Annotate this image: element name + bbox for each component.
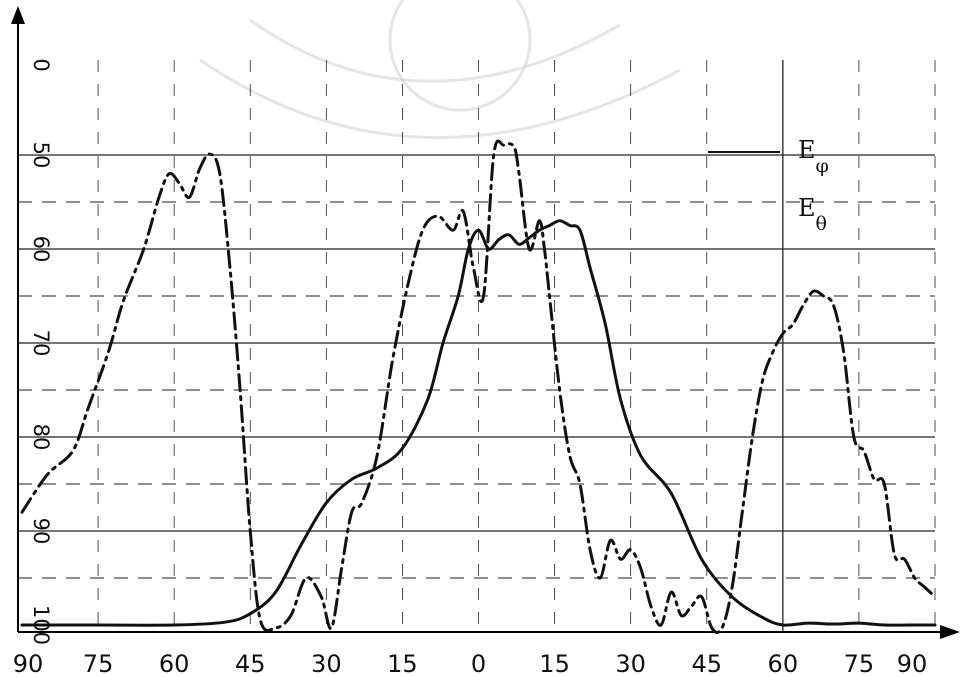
x-tick-label: 90 — [13, 650, 44, 677]
x-tick-label: 15 — [539, 650, 570, 677]
x-tick-label: 30 — [615, 650, 646, 677]
y-tick-label: 100 — [29, 605, 53, 645]
x-tick-label: 45 — [691, 650, 722, 677]
x-tick-label: 75 — [844, 650, 875, 677]
series-e-phi-line — [20, 219, 937, 627]
x-axis-arrow — [940, 625, 960, 639]
watermark-seal — [199, 0, 681, 139]
legend: Eφ Eθ — [708, 136, 829, 235]
axes — [11, 6, 960, 639]
y-tick-label: 70 — [29, 330, 53, 357]
tick-labels: 90 75 60 45 30 15 0 15 30 45 60 75 90 0 50 60 70 80 90 100 — [13, 58, 928, 677]
y-tick-label: 80 — [29, 424, 53, 451]
x-tick-label: 15 — [387, 650, 418, 677]
legend-entry: Eφ — [798, 136, 829, 177]
x-tick-label: 60 — [768, 650, 799, 677]
y-tick-label: 50 — [29, 142, 53, 169]
y-axis-arrow — [11, 6, 25, 24]
y-tick-label: 60 — [29, 236, 53, 263]
grid-lines — [18, 60, 936, 632]
x-tick-label: 90 — [897, 650, 928, 677]
x-tick-label: 30 — [311, 650, 342, 677]
y-tick-label: 90 — [29, 518, 53, 545]
x-tick-label: 0 — [471, 650, 486, 677]
x-tick-label: 45 — [235, 650, 266, 677]
y-tick-label: 0 — [29, 58, 53, 71]
x-tick-label: 75 — [83, 650, 114, 677]
series-e-theta-line — [20, 139, 937, 634]
x-tick-label: 60 — [159, 650, 190, 677]
legend-entry: Eθ — [798, 194, 827, 235]
series-layer — [20, 139, 937, 634]
